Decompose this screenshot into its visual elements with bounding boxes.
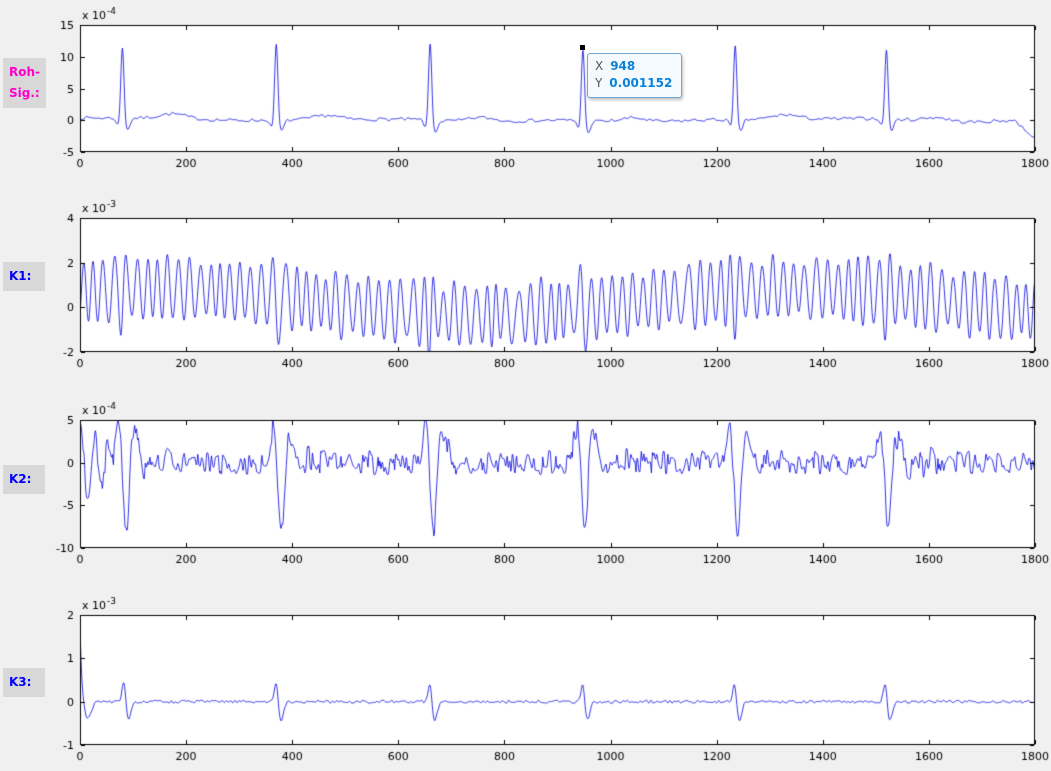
row-label-text: K3: [9,675,32,689]
row-label-text: Sig.: [9,86,40,100]
datatip-x-label: X [594,59,604,74]
axes-k1[interactable] [80,218,1035,352]
row-label-k1: K1: [3,262,45,291]
row-label-text: Roh- [9,65,41,79]
datatip-y-label: Y [594,76,603,91]
datatip-x-row: X 948 [595,58,672,75]
axes-roh-sig[interactable] [80,25,1035,152]
row-label-text: K1: [9,269,32,283]
row-label-text: K2: [9,472,32,486]
row-label-k2: K2: [3,465,45,494]
datatip-marker[interactable] [580,44,586,50]
row-label-roh-sig: Roh- Sig.: [3,58,47,108]
datatip[interactable]: X 948 Y 0.001152 [586,53,683,99]
datatip-y-row: Y 0.001152 [595,75,672,92]
axes-k3[interactable] [80,615,1035,745]
datatip-x-value: 948 [610,59,636,74]
row-label-k3: K3: [3,668,45,697]
datatip-y-value: 0.001152 [609,76,673,91]
axes-k2[interactable] [80,420,1035,548]
